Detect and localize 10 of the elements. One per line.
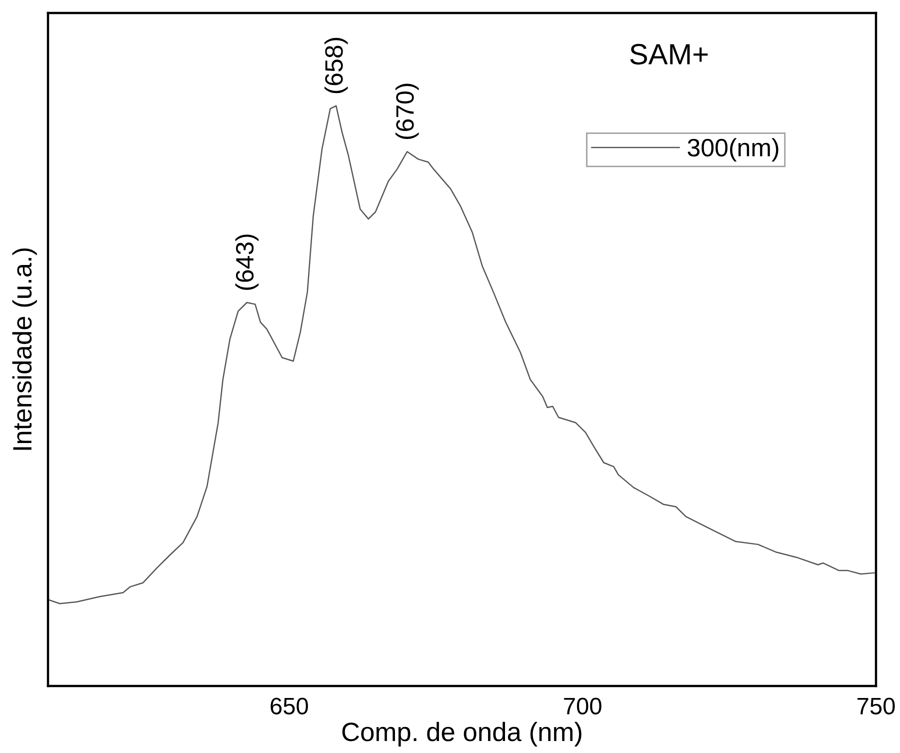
annotation: (643) [235,234,259,290]
legend-label: 300(nm) [688,138,778,162]
chart-title: SAM+ [630,44,708,65]
annotation: (658) [324,38,348,94]
x-tick-label: 650 [270,698,308,714]
x-tick-label: 750 [858,698,895,714]
x-axis-title: Comp. de onda (nm) [342,722,582,746]
annotation: (670) [395,84,419,139]
y-axis-title: Intensidade (u.a.) [12,248,37,450]
x-tick-label: 700 [564,698,602,714]
